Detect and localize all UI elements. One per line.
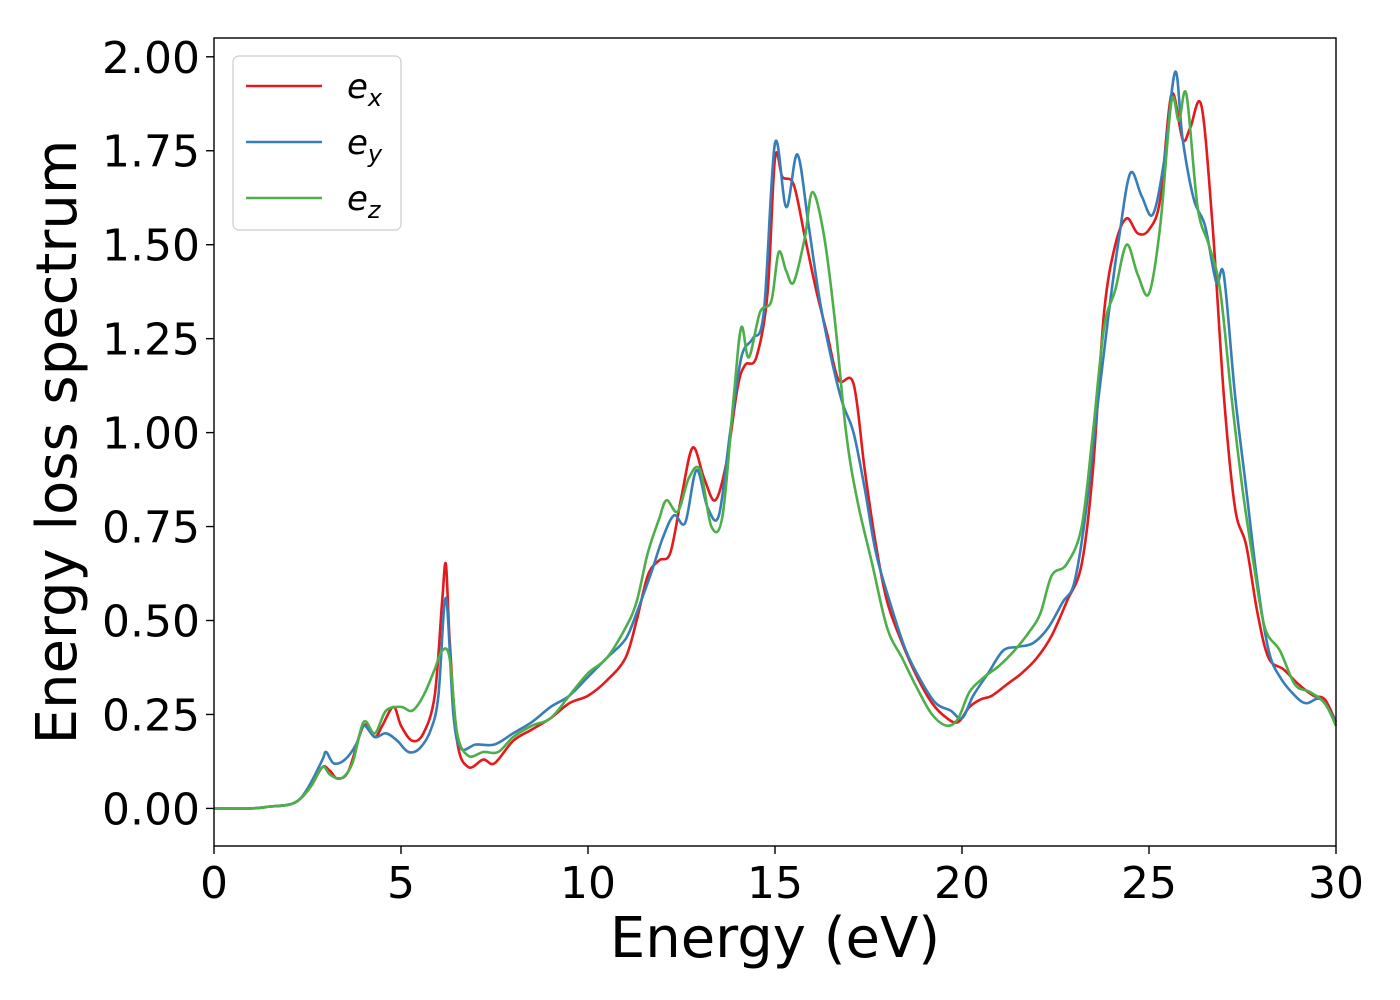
series-lines (213, 70, 1338, 810)
y-tick-label: 1.50 (102, 221, 200, 272)
series-line-ez (213, 90, 1338, 810)
x-tick-label: 30 (1308, 858, 1364, 909)
x-tick-label: 5 (387, 858, 415, 909)
y-axis-title: Energy loss spectrum (25, 140, 90, 745)
y-tick-label: 1.75 (102, 127, 200, 178)
x-tick-label: 0 (200, 858, 228, 909)
legend-subscript: x (367, 84, 383, 112)
x-tick-label: 25 (1121, 858, 1177, 909)
x-axis: 0 5 10 15 20 25 30 (200, 846, 1364, 909)
y-tick-label: 0.75 (102, 503, 200, 554)
x-axis-title: Energy (eV) (610, 906, 940, 971)
y-tick-label: 0.50 (102, 597, 200, 648)
y-tick-label: 1.00 (102, 409, 200, 460)
y-tick-label: 1.25 (102, 315, 200, 366)
y-tick-label: 0.00 (102, 784, 200, 835)
x-tick-label: 20 (934, 858, 990, 909)
legend-subscript: y (367, 140, 383, 168)
x-tick-label: 15 (747, 858, 803, 909)
y-axis: 0.00 0.25 0.50 0.75 1.00 1.25 1.50 1.75 2.00 (102, 33, 214, 835)
x-tick-label: 10 (560, 858, 616, 909)
y-tick-label: 2.00 (102, 33, 200, 84)
y-tick-label: 0.25 (102, 690, 200, 741)
legend-subscript: z (367, 196, 382, 224)
